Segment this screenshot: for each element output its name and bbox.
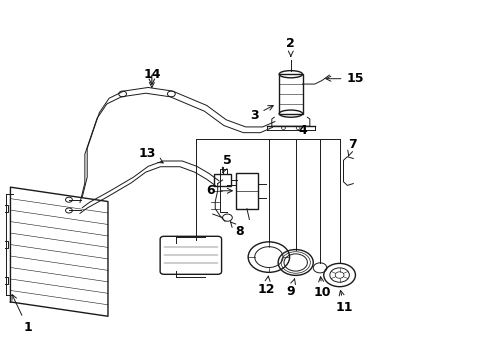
Text: 5: 5 xyxy=(222,154,231,173)
Text: 10: 10 xyxy=(313,277,330,300)
Text: 3: 3 xyxy=(249,105,273,122)
Bar xyxy=(279,74,302,114)
Text: 6: 6 xyxy=(205,184,232,197)
Text: 11: 11 xyxy=(335,291,352,314)
Bar xyxy=(213,174,231,186)
Text: 7: 7 xyxy=(347,138,356,156)
Text: 12: 12 xyxy=(257,276,275,296)
Text: 14: 14 xyxy=(143,68,160,87)
Text: 2: 2 xyxy=(286,37,295,56)
Text: 15: 15 xyxy=(325,72,363,85)
Text: 1: 1 xyxy=(12,294,32,333)
Text: 9: 9 xyxy=(286,279,295,298)
Text: 8: 8 xyxy=(230,222,244,238)
Text: 4: 4 xyxy=(298,124,307,138)
Text: 13: 13 xyxy=(138,147,163,163)
